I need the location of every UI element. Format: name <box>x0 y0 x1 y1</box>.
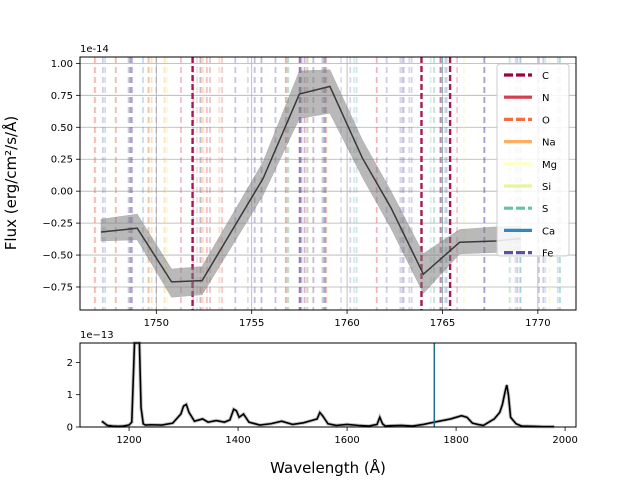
legend-box <box>496 63 570 257</box>
legend: CNO Na Mg Si S Ca Fe <box>496 63 570 260</box>
legend-label-Na: Na <box>542 138 556 149</box>
legend-label-O: O <box>542 115 550 126</box>
main-x-tick-label: 1770 <box>525 318 550 329</box>
overview-y-tick-label: 1 <box>67 390 73 401</box>
overview-y-tick-label: 0 <box>67 423 73 434</box>
main-y-tick-label: 0.25 <box>51 155 73 166</box>
main-y-axis-label: Flux (erg/cm²/s/Å) <box>1 116 20 250</box>
overview-x-tick-label: 2000 <box>552 435 577 446</box>
legend-label-C: C <box>542 71 549 82</box>
legend-label-Si: Si <box>542 182 551 193</box>
legend-label-N: N <box>542 93 549 104</box>
overview-series <box>100 341 555 429</box>
overview-x-axis-label: Wavelength (Å) <box>270 458 386 477</box>
main-x-tick-label: 1755 <box>239 318 264 329</box>
overview-y-scale-label: 1e−13 <box>80 330 114 341</box>
main-grid <box>80 57 576 310</box>
main-x-tick-label: 1750 <box>144 318 169 329</box>
legend-label-Mg: Mg <box>542 160 557 171</box>
main-y-tick-label: 0.00 <box>51 187 73 198</box>
overview-x-tick-label: 1800 <box>443 435 468 446</box>
overview-plot-area <box>80 343 576 427</box>
main-y-tick-label: −0.25 <box>42 219 73 230</box>
overview-ticks: 1200 1400 1600 1800 2000 0 1 2 <box>67 358 578 446</box>
main-axes-frame <box>79 56 577 311</box>
main-y-tick-label: −0.75 <box>42 283 73 294</box>
main-y-scale-label: 1e-14 <box>80 44 109 55</box>
overview-flux-line <box>101 342 555 428</box>
overview-x-tick-label: 1200 <box>116 435 141 446</box>
overview-x-tick-label: 1600 <box>334 435 359 446</box>
overview-x-tick-label: 1400 <box>225 435 250 446</box>
main-ticks: 1750 1755 1760 1765 1770 −0.75 −0.50 −0.25 0.00 0… <box>42 59 550 329</box>
main-y-tick-label: −0.50 <box>42 251 73 262</box>
main-x-tick-label: 1760 <box>334 318 359 329</box>
main-y-tick-label: 1.00 <box>51 59 73 70</box>
main-y-tick-label: 0.50 <box>51 123 73 134</box>
main-chart-panel: 1750 1755 1760 1765 1770 −0.75 −0.50 −0.25 0.00 0… <box>1 44 577 329</box>
main-y-tick-label: 0.75 <box>51 91 73 102</box>
legend-label-S: S <box>542 204 548 215</box>
overview-y-tick-label: 2 <box>67 358 73 369</box>
legend-label-Ca: Ca <box>542 226 555 237</box>
legend-label-Fe: Fe <box>542 249 553 260</box>
overview-axes-frame <box>79 342 577 428</box>
main-x-tick-label: 1765 <box>430 318 455 329</box>
overview-chart-panel: 1200 1400 1600 1800 2000 0 1 2 1e−13 Wavelength… <box>67 330 578 477</box>
main-flux-line <box>100 85 521 283</box>
